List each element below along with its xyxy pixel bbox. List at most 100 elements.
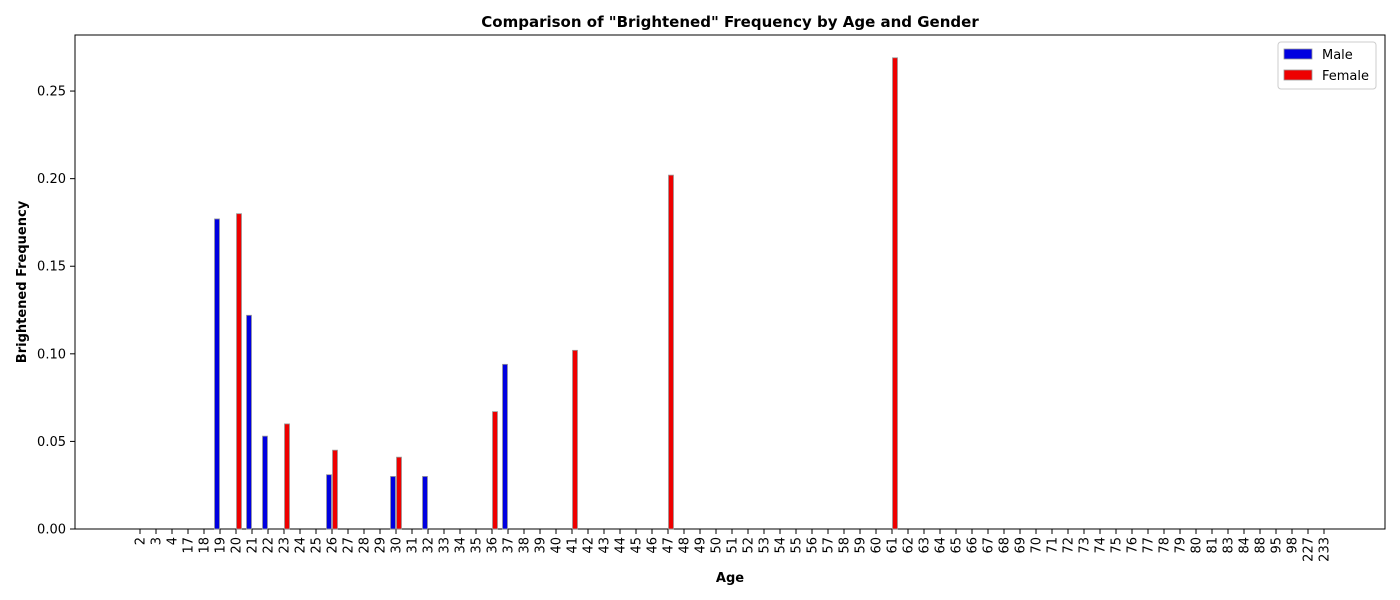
- x-tick-label: 71: [1046, 537, 1061, 554]
- x-tick-label: 17: [182, 537, 197, 554]
- x-tick-label: 70: [1030, 537, 1045, 554]
- x-tick-label: 78: [1158, 537, 1173, 554]
- bar-female: [492, 411, 498, 530]
- bar-female: [332, 449, 338, 530]
- bar-male: [214, 218, 220, 530]
- x-tick-label: 48: [678, 537, 693, 554]
- y-tick-label: 0.10: [37, 347, 66, 362]
- plot-area: 0.000.050.100.150.200.252 3 4 17 18 19 20 21 22 2…: [37, 34, 1386, 562]
- x-tick-label: 68: [998, 537, 1013, 554]
- x-tick-label: 31: [406, 537, 421, 554]
- bar-male: [422, 476, 428, 530]
- x-tick-label: 50: [710, 537, 725, 554]
- bar-male: [502, 363, 508, 530]
- x-tick-label: 53: [758, 537, 773, 554]
- x-tick-label: 3: [150, 537, 165, 545]
- y-tick-label: 0.00: [37, 523, 66, 538]
- x-tick-label: 38: [518, 537, 533, 554]
- bar-female: [284, 423, 290, 530]
- x-tick-label: 25: [310, 537, 325, 554]
- bar-female: [892, 57, 898, 530]
- x-tick-label: 66: [966, 537, 981, 554]
- x-tick-label: 88: [1254, 537, 1269, 554]
- x-tick-label: 40: [550, 537, 565, 554]
- x-tick-label: 49: [694, 537, 709, 554]
- x-tick-label: 74: [1094, 537, 1109, 554]
- legend-swatch-male: [1283, 48, 1313, 60]
- x-tick-label: 28: [358, 537, 373, 554]
- bar-female: [668, 174, 674, 530]
- x-tick-label: 80: [1190, 537, 1205, 554]
- x-tick-label: 32: [422, 537, 437, 554]
- x-tick-label: 41: [566, 537, 581, 554]
- x-tick-label: 44: [614, 537, 629, 554]
- x-tick-label: 18: [198, 537, 213, 554]
- x-tick-label: 54: [774, 537, 789, 554]
- x-tick-label: 58: [838, 537, 853, 554]
- bar-male: [390, 476, 396, 530]
- x-tick-label: 55: [790, 537, 805, 554]
- x-tick-label: 64: [934, 537, 949, 554]
- x-tick-label: 79: [1174, 537, 1189, 554]
- x-tick-label: 4: [166, 537, 181, 545]
- x-tick-label: 76: [1126, 537, 1141, 554]
- x-tick-label: 46: [646, 537, 661, 554]
- x-tick-label: 30: [390, 537, 405, 554]
- x-tick-label: 45: [630, 537, 645, 554]
- x-tick-label: 98: [1286, 537, 1301, 554]
- bar-female: [572, 349, 578, 530]
- legend-label-female: Female: [1322, 69, 1369, 84]
- bar-female: [236, 213, 242, 530]
- bar-female: [396, 456, 402, 530]
- x-tick-label: 59: [854, 537, 869, 554]
- x-tick-label: 19: [214, 537, 229, 554]
- y-tick-label: 0.20: [37, 172, 66, 187]
- x-tick-label: 227: [1302, 537, 1317, 562]
- x-tick-label: 34: [454, 537, 469, 554]
- x-tick-label: 56: [806, 537, 821, 554]
- legend-label-male: Male: [1322, 48, 1353, 63]
- x-tick-label: 65: [950, 537, 965, 554]
- x-tick-label: 81: [1206, 537, 1221, 554]
- x-tick-label: 69: [1014, 537, 1029, 554]
- x-tick-label: 37: [502, 537, 517, 554]
- x-tick-label: 27: [342, 537, 357, 554]
- x-tick-label: 39: [534, 537, 549, 554]
- x-tick-label: 20: [230, 537, 245, 554]
- x-tick-label: 21: [246, 537, 261, 554]
- x-tick-label: 57: [822, 537, 837, 554]
- x-tick-label: 26: [326, 537, 341, 554]
- x-tick-label: 72: [1062, 537, 1077, 554]
- x-tick-label: 22: [262, 537, 277, 554]
- x-tick-label: 73: [1078, 537, 1093, 554]
- x-tick-label: 36: [486, 537, 501, 554]
- x-tick-label: 83: [1222, 537, 1237, 554]
- x-tick-label: 47: [662, 537, 677, 554]
- y-tick-label: 0.15: [37, 260, 66, 275]
- y-tick-label: 0.25: [37, 85, 66, 100]
- x-tick-label: 77: [1142, 537, 1157, 554]
- x-tick-label: 52: [742, 537, 757, 554]
- x-tick-label: 35: [470, 537, 485, 554]
- x-tick-label: 63: [918, 537, 933, 554]
- x-tick-label: 43: [598, 537, 613, 554]
- bar-male: [246, 314, 252, 530]
- x-tick-label: 75: [1110, 537, 1125, 554]
- x-tick-label: 84: [1238, 537, 1253, 554]
- x-tick-label: 29: [374, 537, 389, 554]
- chart-title: Comparison of "Brightened" Frequency by …: [481, 13, 979, 31]
- x-tick-label: 62: [902, 537, 917, 554]
- x-tick-label: 2: [134, 537, 149, 545]
- bar-male: [326, 474, 332, 530]
- x-tick-label: 23: [278, 537, 293, 554]
- plot-frame: [74, 34, 1386, 530]
- x-tick-label: 33: [438, 537, 453, 554]
- bar-male: [262, 435, 268, 530]
- x-tick-label: 51: [726, 537, 741, 554]
- x-tick-label: 61: [886, 537, 901, 554]
- x-tick-label: 60: [870, 537, 885, 554]
- x-tick-label: 42: [582, 537, 597, 554]
- y-axis-label: Brightened Frequency: [15, 200, 30, 363]
- legend: Male Female: [1277, 41, 1377, 90]
